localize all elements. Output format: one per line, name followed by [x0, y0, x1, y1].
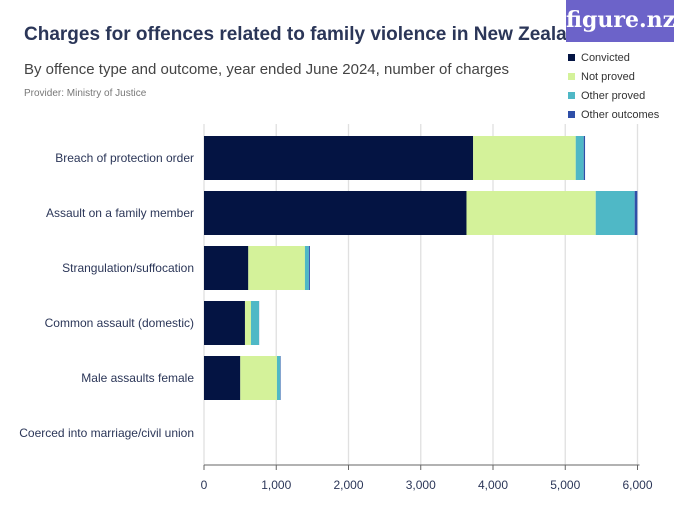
legend-label: Not proved	[581, 70, 635, 83]
bar-segment	[466, 191, 596, 235]
legend-label: Other proved	[581, 89, 646, 102]
category-label: Breach of protection order	[55, 151, 194, 165]
category-label: Common assault (domestic)	[45, 316, 194, 330]
bar-segment	[204, 191, 467, 235]
x-tick-label: 1,000	[261, 478, 291, 492]
bar-segment	[204, 356, 241, 400]
bar-segment	[204, 301, 245, 345]
bar-segment	[276, 356, 281, 400]
provider: Provider: Ministry of Justice	[24, 88, 147, 99]
bar-segment	[634, 191, 638, 235]
bar-segment	[583, 136, 586, 180]
legend-item: Other proved	[568, 86, 659, 105]
legend-swatch	[568, 54, 575, 61]
bar-segment	[248, 246, 305, 290]
figure-nz-logo[interactable]: figure.nz	[566, 0, 675, 42]
chart-subtitle: By offence type and outcome, year ended …	[24, 61, 510, 78]
legend-item: Convicted	[568, 48, 659, 67]
category-label: Male assaults female	[81, 371, 194, 385]
bar-segment	[250, 301, 259, 345]
bar-segment	[240, 356, 277, 400]
bar-segment	[308, 246, 310, 290]
bar-segment	[304, 246, 309, 290]
x-tick-label: 0	[201, 478, 208, 492]
bar-segment	[244, 301, 251, 345]
legend-item: Other outcomes	[568, 105, 659, 124]
legend-swatch	[568, 111, 575, 118]
legend-item: Not proved	[568, 67, 659, 86]
legend: Convicted Not proved Other proved Other …	[568, 48, 659, 124]
legend-swatch	[568, 73, 575, 80]
legend-swatch	[568, 92, 575, 99]
bar-segment	[595, 191, 635, 235]
category-label: Assault on a family member	[46, 206, 194, 220]
bar-segment	[204, 136, 474, 180]
bar-segment	[473, 136, 576, 180]
category-label: Strangulation/suffocation	[62, 261, 194, 275]
legend-label: Convicted	[581, 51, 630, 64]
bar-segment	[204, 246, 249, 290]
category-label: Coerced into marriage/civil union	[19, 426, 194, 440]
chart-title: Charges for offences related to family v…	[24, 24, 590, 45]
x-tick-label: 6,000	[622, 478, 652, 492]
x-tick-label: 4,000	[478, 478, 508, 492]
bar-segment	[575, 136, 584, 180]
x-tick-label: 2,000	[333, 478, 363, 492]
legend-label: Other outcomes	[581, 108, 660, 121]
x-tick-label: 3,000	[406, 478, 436, 492]
x-tick-label: 5,000	[550, 478, 580, 492]
